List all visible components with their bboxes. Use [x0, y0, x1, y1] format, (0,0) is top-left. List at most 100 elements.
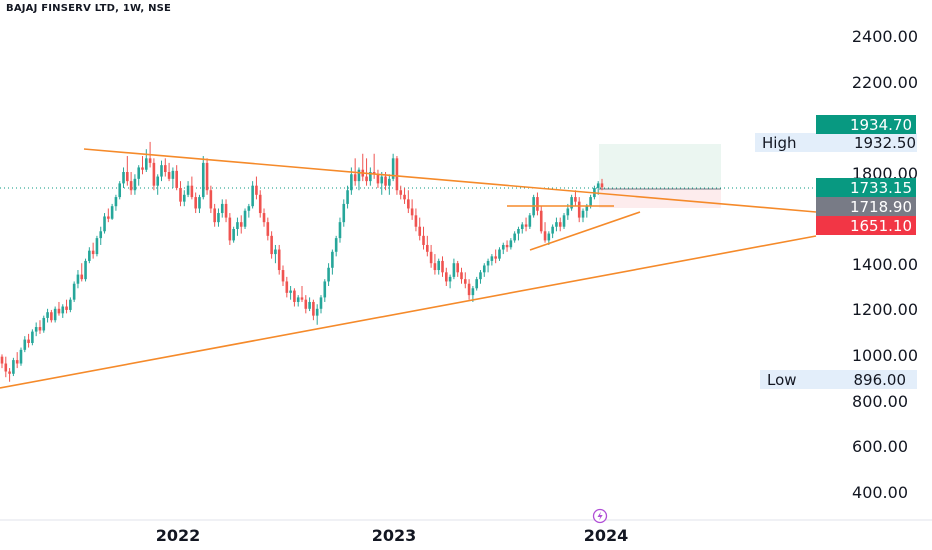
lower-trendline[interactable] — [0, 235, 817, 389]
candles-group — [0, 141, 604, 382]
inner-support-line[interactable] — [529, 211, 641, 251]
candle-body — [46, 312, 49, 318]
candle-body — [539, 210, 543, 232]
candle-body — [31, 331, 34, 343]
y-tick-400: 400.00 — [852, 483, 908, 502]
candle-body — [23, 339, 27, 350]
candle-body — [581, 210, 585, 218]
candle-body — [342, 203, 346, 223]
candle-body — [281, 270, 285, 282]
candle-body — [357, 169, 361, 182]
candle-body — [391, 158, 395, 179]
candle-body — [179, 187, 182, 202]
candle-body — [346, 190, 349, 204]
candle-body — [327, 267, 330, 282]
candle-body — [547, 233, 551, 241]
candle-body — [585, 206, 589, 211]
candle-body — [145, 158, 148, 170]
candle-body — [186, 185, 190, 195]
candle-body — [376, 174, 380, 184]
candle-body — [334, 238, 338, 252]
candle-body — [15, 360, 19, 364]
candle-body — [133, 178, 137, 191]
candle-body — [171, 170, 175, 179]
candle-body — [38, 327, 42, 331]
candle-body — [380, 176, 384, 184]
high-value: 1932.50 — [854, 134, 916, 152]
candle-body — [156, 176, 159, 186]
candle-body — [365, 176, 368, 182]
candle-body — [555, 222, 558, 227]
candle-body — [99, 231, 103, 239]
candle-body — [293, 290, 296, 302]
candle-body — [460, 272, 463, 280]
lightning-event-icon[interactable] — [592, 508, 608, 524]
candle-body — [53, 308, 57, 321]
y-tick-1200: 1200.00 — [852, 300, 918, 319]
price-badge-1934 — [816, 115, 916, 134]
candle-body — [437, 260, 441, 271]
candle-body — [91, 250, 95, 255]
candle-body — [65, 306, 68, 310]
candle-body — [543, 231, 547, 241]
price-badge-1733 — [816, 178, 916, 197]
candle-body — [528, 215, 532, 227]
price-badge-1651 — [816, 216, 916, 235]
candle-body — [524, 224, 528, 227]
candle-body — [72, 283, 76, 300]
candle-body — [103, 216, 106, 232]
candle-body — [296, 297, 300, 302]
candle-body — [122, 172, 125, 184]
candle-body — [577, 201, 581, 218]
y-tick-2200: 2200.00 — [852, 73, 918, 92]
candle-body — [558, 222, 562, 227]
candle-body — [479, 272, 482, 280]
candle-body — [323, 281, 327, 298]
candle-body — [270, 235, 273, 255]
candle-body — [239, 222, 243, 227]
candle-body — [220, 203, 224, 214]
candle-body — [399, 190, 403, 195]
candle-body — [137, 167, 141, 179]
x-tick-2022: 2022 — [156, 526, 201, 545]
candle-body — [312, 301, 315, 316]
candle-body — [517, 229, 520, 234]
candle-body — [566, 208, 570, 216]
upper-trendline[interactable] — [83, 148, 817, 213]
candle-body — [182, 194, 186, 202]
candle-body — [429, 251, 433, 264]
candle-body — [403, 194, 406, 200]
candle-body — [441, 260, 444, 273]
candle-body — [574, 197, 577, 202]
candle-body — [513, 233, 516, 241]
candle-body — [422, 235, 425, 245]
candle-body — [509, 240, 513, 248]
candle-body — [255, 185, 258, 195]
candle-body — [596, 183, 600, 188]
candle-body — [163, 165, 167, 172]
low-value: 896.00 — [854, 371, 907, 389]
candle-body — [418, 226, 422, 236]
candle-body — [198, 197, 201, 209]
candle-body — [274, 249, 277, 255]
price-badge-1651-text: 1651.10 — [850, 217, 912, 235]
candle-body — [247, 206, 251, 211]
candle-body — [114, 197, 118, 207]
candle-body — [175, 170, 178, 188]
candle-body — [34, 327, 38, 332]
candle-body — [498, 249, 501, 259]
x-tick-2024: 2024 — [584, 526, 629, 545]
candle-body — [88, 250, 91, 261]
candle-body — [308, 301, 311, 309]
candle-body — [224, 203, 228, 218]
candle-body — [300, 297, 304, 300]
candle-body — [350, 174, 353, 191]
candle-body — [0, 356, 4, 364]
candle-body — [315, 308, 319, 316]
candle-body — [494, 256, 497, 259]
candle-body — [600, 183, 604, 188]
candle-body — [414, 215, 418, 227]
candle-body — [445, 272, 448, 282]
candle-body — [262, 213, 266, 223]
